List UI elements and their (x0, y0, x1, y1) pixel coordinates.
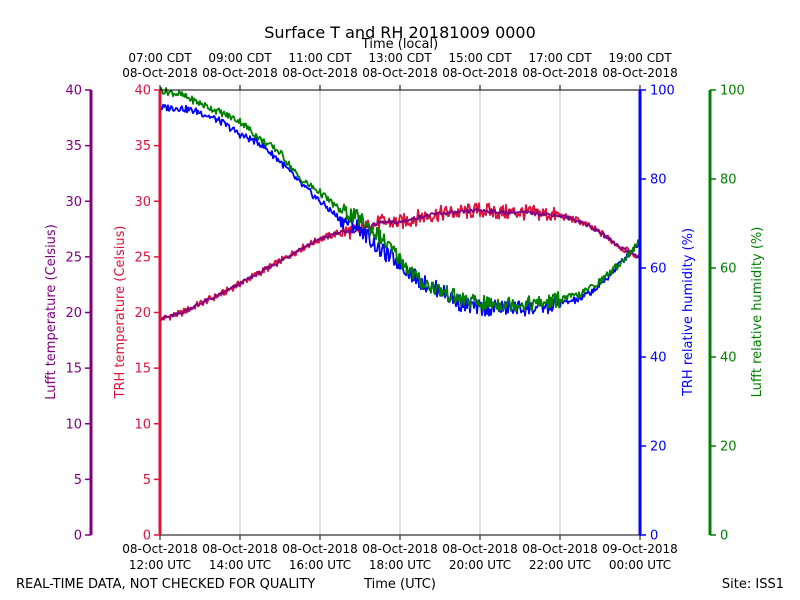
x-tick-label-utc-time: 00:00 UTC (609, 558, 671, 572)
x-tick-label-local-time: 19:00 CDT (608, 51, 672, 65)
lufft-temp-axis-tick-label: 0 (74, 529, 82, 544)
lufft-rh-axis-tick-label: 20 (720, 440, 737, 455)
lufft-temp-axis-tick-label: 15 (65, 362, 82, 377)
trh-rh-axis-tick-label: 40 (650, 351, 667, 366)
chart-title: Surface T and RH 20181009 0000 (264, 23, 536, 42)
x-axis-label: Time (UTC) (363, 577, 436, 592)
trh-rh-axis-label: TRH relative humidity (%) (681, 228, 696, 397)
x-tick-label-local-time: 07:00 CDT (128, 51, 192, 65)
lufft-temp-axis-tick-label: 20 (65, 306, 82, 321)
lufft-rh-axis-tick-label: 80 (720, 173, 737, 188)
grid-layer (239, 90, 561, 535)
lufft-temperature-line (159, 208, 641, 322)
x-tick-label-local-date: 08-Oct-2018 (202, 66, 278, 80)
x-tick-label-local-date: 08-Oct-2018 (442, 66, 518, 80)
x-tick-label-local-date: 08-Oct-2018 (522, 66, 598, 80)
x-tick-label-local-time: 15:00 CDT (448, 51, 512, 65)
lufft-relative-humidity-line (159, 87, 641, 313)
x-tick-label-utc-date: 08-Oct-2018 (522, 542, 598, 556)
x-tick-label-utc-time: 16:00 UTC (289, 558, 351, 572)
trh-rh-axis-tick-label: 60 (650, 262, 667, 277)
lufft-temp-axis-label: Lufft temperature (Celsius) (44, 224, 59, 400)
lufft-rh-axis-tick-label: 40 (720, 351, 737, 366)
x-tick-label-utc-date: 08-Oct-2018 (202, 542, 278, 556)
lufft-rh-axis-label: Lufft relative humidity (%) (750, 227, 765, 398)
x-tick-label-utc-time: 22:00 UTC (529, 558, 591, 572)
footer-site: Site: ISS1 (722, 577, 784, 592)
lufft-rh-axis-tick-label: 0 (720, 529, 728, 544)
axes-layer: 08-Oct-2018 12:00 UTC 08-Oct-2018 14:00 UTC… (65, 51, 744, 572)
trh-rh-axis-tick-label: 20 (650, 440, 667, 455)
trh-temp-axis-tick-label: 15 (134, 362, 151, 377)
top-axis-title: Time (local) (361, 37, 438, 52)
x-tick-label-utc-time: 12:00 UTC (129, 558, 191, 572)
x-tick-label-local-time: 17:00 CDT (528, 51, 592, 65)
trh-temp-axis-tick-label: 0 (143, 529, 151, 544)
x-tick-label-utc-date: 09-Oct-2018 (602, 542, 678, 556)
x-tick-label-utc-date: 08-Oct-2018 (442, 542, 518, 556)
x-tick-label-local-date: 08-Oct-2018 (362, 66, 438, 80)
trh-temp-axis-tick-label: 5 (143, 473, 151, 488)
x-tick-label-utc-time: 14:00 UTC (209, 558, 271, 572)
lufft-rh-axis-tick-label: 60 (720, 262, 737, 277)
lufft-rh-axis-tick-label: 100 (720, 84, 745, 99)
lufft-temp-axis-tick-label: 5 (74, 473, 82, 488)
x-tick-label-local-time: 11:00 CDT (288, 51, 352, 65)
lufft-temp-axis-tick-label: 10 (65, 417, 82, 432)
x-tick-label-local-date: 08-Oct-2018 (282, 66, 358, 80)
trh-temp-axis-tick-label: 25 (134, 250, 151, 265)
x-tick-label-utc-date: 08-Oct-2018 (282, 542, 358, 556)
trh-rh-axis-tick-label: 100 (650, 84, 675, 99)
x-tick-label-utc-date: 08-Oct-2018 (362, 542, 438, 556)
x-tick-label-local-date: 08-Oct-2018 (122, 66, 198, 80)
trh-rh-axis-tick-label: 0 (650, 529, 658, 544)
lufft-temp-axis-tick-label: 40 (65, 84, 82, 99)
x-tick-label-utc-time: 18:00 UTC (369, 558, 431, 572)
trh-temp-axis-tick-label: 40 (134, 84, 151, 99)
trh-temp-axis-tick-label: 35 (134, 139, 151, 154)
trh-temp-axis-label: TRH temperature (Celsius) (113, 226, 128, 400)
lufft-temp-axis-tick-label: 30 (65, 195, 82, 210)
trh-temp-axis-tick-label: 20 (134, 306, 151, 321)
trh-rh-axis-tick-label: 80 (650, 173, 667, 188)
trh-temp-axis-tick-label: 10 (134, 417, 151, 432)
trh-relative-humidity-line (159, 104, 641, 317)
lufft-temp-axis-tick-label: 25 (65, 250, 82, 265)
x-tick-label-utc-time: 20:00 UTC (449, 558, 511, 572)
series-layer (159, 87, 641, 322)
x-tick-label-utc-date: 08-Oct-2018 (122, 542, 198, 556)
x-tick-label-local-date: 08-Oct-2018 (602, 66, 678, 80)
x-tick-label-local-time: 13:00 CDT (368, 51, 432, 65)
trh-temp-axis-tick-label: 30 (134, 195, 151, 210)
footer-quality-note: REAL-TIME DATA, NOT CHECKED FOR QUALITY (16, 577, 315, 592)
lufft-temp-axis-tick-label: 35 (65, 139, 82, 154)
x-tick-label-local-time: 09:00 CDT (208, 51, 272, 65)
